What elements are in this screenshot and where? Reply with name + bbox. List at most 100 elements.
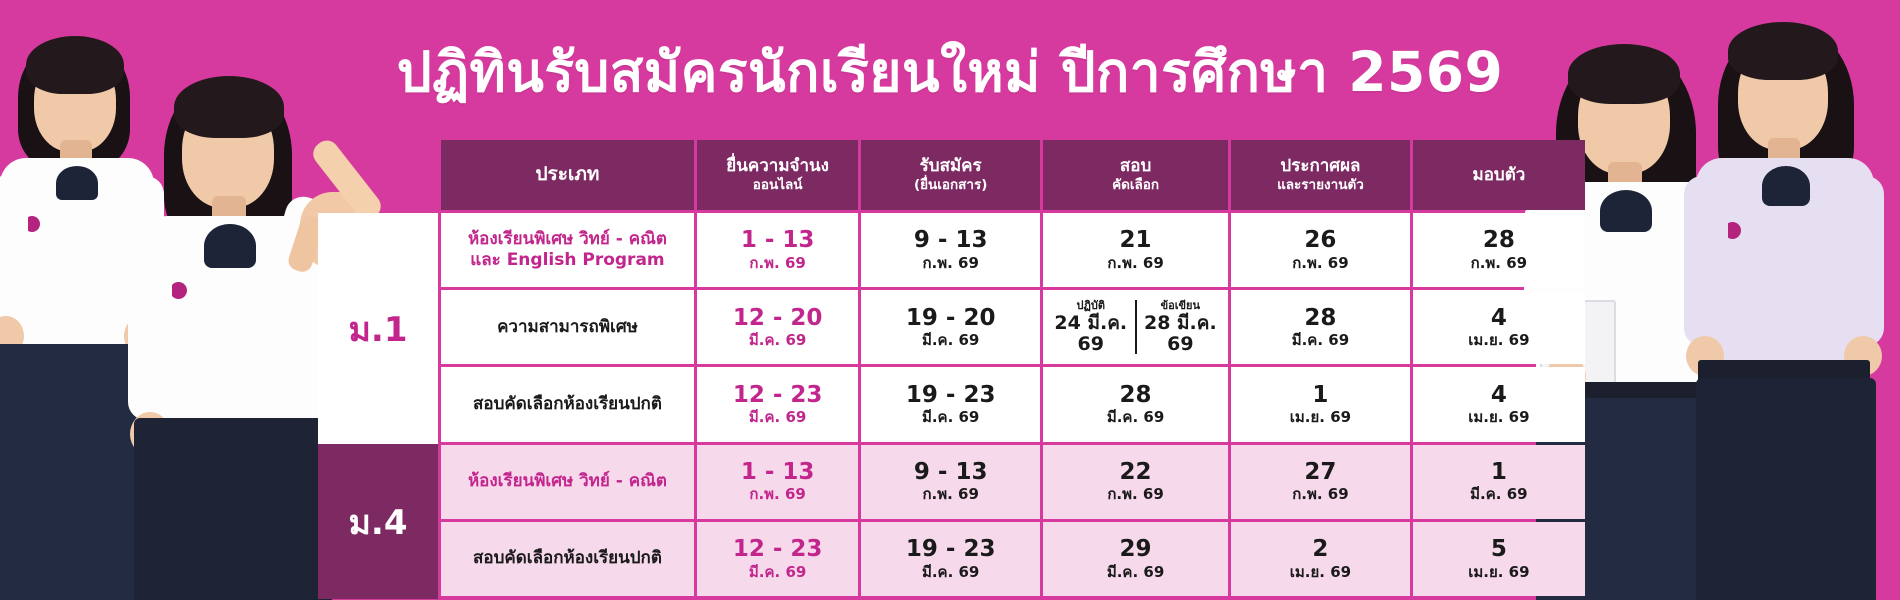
cell-month: มี.ค. 69: [1106, 562, 1165, 581]
cell-results: 27 ก.พ. 69: [1231, 444, 1410, 519]
row-type-cell: สอบคัดเลือกห้องเรียนปกติ: [441, 367, 694, 442]
cell-date-range: 9 - 13: [913, 227, 988, 254]
cell-month: เม.ย. 69: [1468, 562, 1530, 581]
cell-date-range: 29: [1119, 536, 1152, 563]
cell-exam: 22 ก.พ. 69: [1043, 444, 1229, 519]
exam-practical: ปฏิบัติ 24 มี.ค. 69: [1047, 299, 1137, 355]
admission-calendar-table: ประเภท ยื่นความจำนง ออนไลน์ รับสมัคร (ยื…: [438, 137, 1588, 599]
column-header-online-intent: ยื่นความจำนง ออนไลน์: [696, 140, 859, 210]
column-header-enrollment-label: มอบตัว: [1472, 164, 1526, 185]
cell-date-range: 12 - 20: [732, 304, 823, 331]
column-header-results-label: ประกาศผล: [1280, 156, 1361, 177]
column-header-enrollment: มอบตัว: [1412, 140, 1585, 210]
table-row: สอบคัดเลือกห้องเรียนปกติ 12 - 23 มี.ค. 6…: [441, 367, 1585, 442]
exam-written-label: ข้อเขียน: [1160, 299, 1201, 313]
cell-date-range: 1 - 13: [740, 459, 815, 485]
column-header-results: ประกาศผล และรายงานตัว: [1231, 140, 1410, 210]
cell-results: 28 มี.ค. 69: [1231, 290, 1410, 365]
cell-date-range: 27: [1304, 459, 1337, 485]
row-type-cell: ห้องเรียนพิเศษ วิทย์ - คณิต: [441, 444, 694, 519]
cell-enrollment: 4 เม.ย. 69: [1412, 367, 1585, 442]
cell-results: 26 ก.พ. 69: [1231, 213, 1410, 288]
cell-month: ก.พ. 69: [749, 253, 806, 272]
cell-exam: 28 มี.ค. 69: [1043, 367, 1229, 442]
row-type-line2: และ English Program: [470, 250, 665, 271]
cell-date-range: 4: [1490, 304, 1507, 331]
arm-right: [1840, 176, 1884, 346]
cell-online-intent: 1 - 13 ก.พ. 69: [696, 444, 859, 519]
cell-month: เม.ย. 69: [1289, 408, 1352, 427]
table-row: สอบคัดเลือกห้องเรียนปกติ 12 - 23 มี.ค. 6…: [441, 521, 1585, 596]
exam-practical-label: ปฏิบัติ: [1076, 299, 1106, 313]
cell-date-range: 4: [1490, 381, 1507, 408]
exam-practical-date: 24 มี.ค. 69: [1054, 311, 1128, 355]
hair-front-icon: [26, 36, 124, 94]
cell-month: ก.พ. 69: [1470, 253, 1528, 272]
school-tie: [204, 224, 256, 268]
row-type-line1: สอบคัดเลือกห้องเรียนปกติ: [473, 393, 662, 414]
column-header-application-sub: (ยื่นเอกสาร): [913, 177, 988, 194]
cell-online-intent: 12 - 23 มี.ค. 69: [696, 367, 859, 442]
cell-application: 9 - 13 ก.พ. 69: [861, 213, 1040, 288]
student-photo-left: [0, 0, 420, 600]
row-type-line1: ความสามารถพิเศษ: [497, 316, 638, 337]
column-header-application: รับสมัคร (ยื่นเอกสาร): [861, 140, 1040, 210]
row-type-cell: ห้องเรียนพิเศษ วิทย์ - คณิต และ English …: [441, 213, 694, 288]
level-header-spacer: [318, 137, 438, 213]
arm-left: [0, 176, 28, 326]
cell-date-range: 21: [1119, 227, 1152, 254]
student-figure-front-left: [128, 0, 350, 600]
cell-month: ก.พ. 69: [1292, 253, 1349, 272]
level-column: ม.1 ม.4: [318, 137, 438, 599]
cell-month: มี.ค. 69: [1470, 485, 1528, 504]
cell-date-range: 12 - 23: [732, 381, 823, 408]
cell-date-range: 1: [1490, 459, 1507, 485]
uniform-badge: [1724, 222, 1741, 239]
calendar-table-wrap: ม.1 ม.4 ประเภท ยื่นความจำนง ออนไลน์ รับส…: [318, 137, 1588, 599]
cell-date-range: 22: [1119, 459, 1152, 485]
cell-date-range: 2: [1312, 536, 1329, 563]
cell-online-intent: 12 - 23 มี.ค. 69: [696, 521, 859, 596]
cell-month: มี.ค. 69: [748, 330, 807, 349]
column-header-type: ประเภท: [441, 140, 694, 210]
uniform-skirt: [134, 418, 332, 600]
table-header-row: ประเภท ยื่นความจำนง ออนไลน์ รับสมัคร (ยื…: [441, 140, 1585, 210]
cell-month: ก.พ. 69: [1107, 253, 1164, 272]
cell-date-range: 28: [1119, 381, 1152, 408]
cell-application: 19 - 20 มี.ค. 69: [861, 290, 1040, 365]
cell-enrollment: 4 เม.ย. 69: [1412, 290, 1585, 365]
row-type-line1: ห้องเรียนพิเศษ วิทย์ - คณิต: [467, 228, 667, 249]
column-header-exam-label: สอบ: [1119, 156, 1152, 177]
row-type-line1: ห้องเรียนพิเศษ วิทย์ - คณิต: [467, 471, 667, 492]
cell-date-range: 9 - 13: [913, 459, 988, 485]
exam-written-date: 28 มี.ค. 69: [1143, 311, 1217, 355]
uniform-belt: [1698, 360, 1870, 382]
cell-month: เม.ย. 69: [1468, 330, 1530, 349]
column-header-exam-sub: คัดเลือก: [1112, 177, 1160, 194]
level-label-m1: ม.1: [318, 213, 438, 444]
cell-enrollment: 1 มี.ค. 69: [1412, 444, 1585, 519]
hair-front-icon: [1728, 22, 1838, 80]
cell-online-intent: 12 - 20 มี.ค. 69: [696, 290, 859, 365]
cell-application: 9 - 13 ก.พ. 69: [861, 444, 1040, 519]
arm-left: [1684, 176, 1728, 346]
cell-month: มี.ค. 69: [748, 408, 807, 427]
cell-month: มี.ค. 69: [1106, 408, 1165, 427]
cell-application: 19 - 23 มี.ค. 69: [861, 367, 1040, 442]
cell-date-range: 19 - 23: [905, 381, 996, 408]
cell-date-range: 19 - 23: [905, 536, 996, 563]
exam-written: ข้อเขียน 28 มี.ค. 69: [1137, 299, 1225, 355]
cell-exam: 21 ก.พ. 69: [1043, 213, 1229, 288]
uniform-badge: [170, 282, 187, 299]
cell-month: เม.ย. 69: [1468, 408, 1530, 427]
row-type-cell: ความสามารถพิเศษ: [441, 290, 694, 365]
cell-exam-split: ปฏิบัติ 24 มี.ค. 69 ข้อเขียน 28 มี.ค. 69: [1043, 290, 1229, 365]
cell-date-range: 1 - 13: [740, 227, 815, 254]
uniform-badge: [24, 216, 40, 232]
cell-month: เม.ย. 69: [1289, 562, 1352, 581]
level-label-m4: ม.4: [318, 444, 438, 599]
cell-month: มี.ค. 69: [921, 408, 980, 427]
cell-month: มี.ค. 69: [1291, 330, 1350, 349]
cell-enrollment: 28 ก.พ. 69: [1412, 213, 1585, 288]
cell-online-intent: 1 - 13 ก.พ. 69: [696, 213, 859, 288]
